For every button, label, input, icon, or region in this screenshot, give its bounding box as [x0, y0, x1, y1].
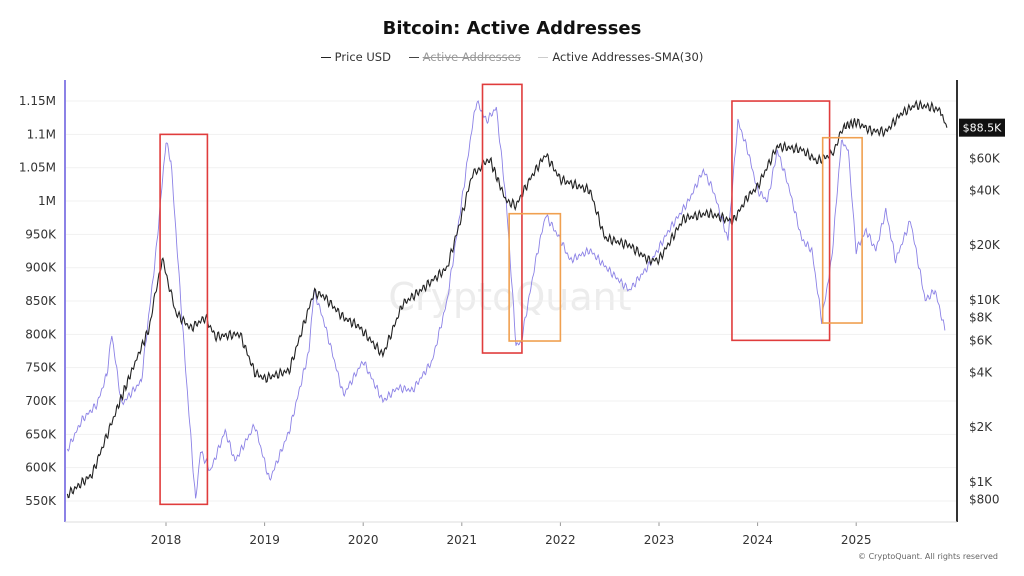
y-right-tick-label: $10K: [969, 293, 1001, 307]
chart-title: Bitcoin: Active Addresses: [382, 18, 642, 39]
x-tick-label: 2022: [545, 533, 576, 547]
x-tick-label: 2021: [447, 533, 478, 547]
x-tick-label: 2023: [644, 533, 675, 547]
y-left-tick-label: 1M: [38, 194, 56, 208]
y-left-tick-label: 600K: [25, 461, 57, 475]
legend-swatch: [320, 57, 331, 58]
y-left-tick-label: 1.05M: [19, 161, 56, 175]
annotation-box: [508, 212, 562, 342]
legend-label: Active Addresses: [422, 50, 521, 64]
y-left-tick-label: 1.15M: [19, 94, 56, 108]
watermark: CryptoQuant: [388, 275, 631, 319]
y-left-tick-label: 650K: [25, 427, 57, 441]
y-left-tick-label: 950K: [25, 227, 57, 241]
copyright: © CryptoQuant. All rights reserved: [858, 552, 998, 561]
last-price-badge: [959, 118, 1005, 137]
annotation-box: [481, 83, 523, 354]
legend-swatch: [408, 57, 419, 58]
y-right-tick-label: $1K: [969, 475, 993, 489]
y-right-tick-label: $800: [969, 493, 1000, 507]
y-right-tick-label: $20K: [969, 238, 1001, 252]
y-right-tick-label: $8K: [969, 311, 993, 325]
y-right-tick-label: $6K: [969, 333, 993, 347]
x-tick-label: 2024: [742, 533, 773, 547]
y-left-tick-label: 850K: [25, 294, 57, 308]
y-left-tick-label: 550K: [25, 494, 57, 508]
x-tick-label: 2019: [249, 533, 280, 547]
y-left-tick-label: 800K: [25, 327, 57, 341]
y-left-tick-label: 1.1M: [27, 127, 56, 141]
legend-swatch: [538, 57, 549, 58]
legend-item-price[interactable]: Price USD: [320, 50, 391, 64]
last-price-label: $88.5K: [963, 122, 1002, 135]
x-tick-label: 2018: [151, 533, 182, 547]
price-line: [66, 99, 948, 499]
legend: Price USD Active Addresses Active Addres…: [0, 50, 1024, 64]
y-left-tick-label: 750K: [25, 361, 57, 375]
x-tick-label: 2020: [348, 533, 379, 547]
legend-label: Price USD: [334, 50, 391, 64]
annotation-box: [731, 100, 831, 342]
y-right-tick-label: $60K: [969, 151, 1001, 165]
y-right-tick-label: $4K: [969, 365, 993, 379]
y-right-tick-label: $2K: [969, 420, 993, 434]
y-right-tick-label: $40K: [969, 183, 1001, 197]
legend-label: Active Addresses-SMA(30): [552, 50, 704, 64]
x-tick-label: 2025: [841, 533, 872, 547]
annotation-box: [159, 133, 209, 506]
y-left-tick-label: 900K: [25, 261, 57, 275]
legend-item-sma[interactable]: Active Addresses-SMA(30): [538, 50, 703, 64]
y-left-tick-label: 700K: [25, 394, 57, 408]
annotation-box: [821, 136, 863, 324]
legend-item-active-addresses[interactable]: Active Addresses: [408, 50, 521, 64]
